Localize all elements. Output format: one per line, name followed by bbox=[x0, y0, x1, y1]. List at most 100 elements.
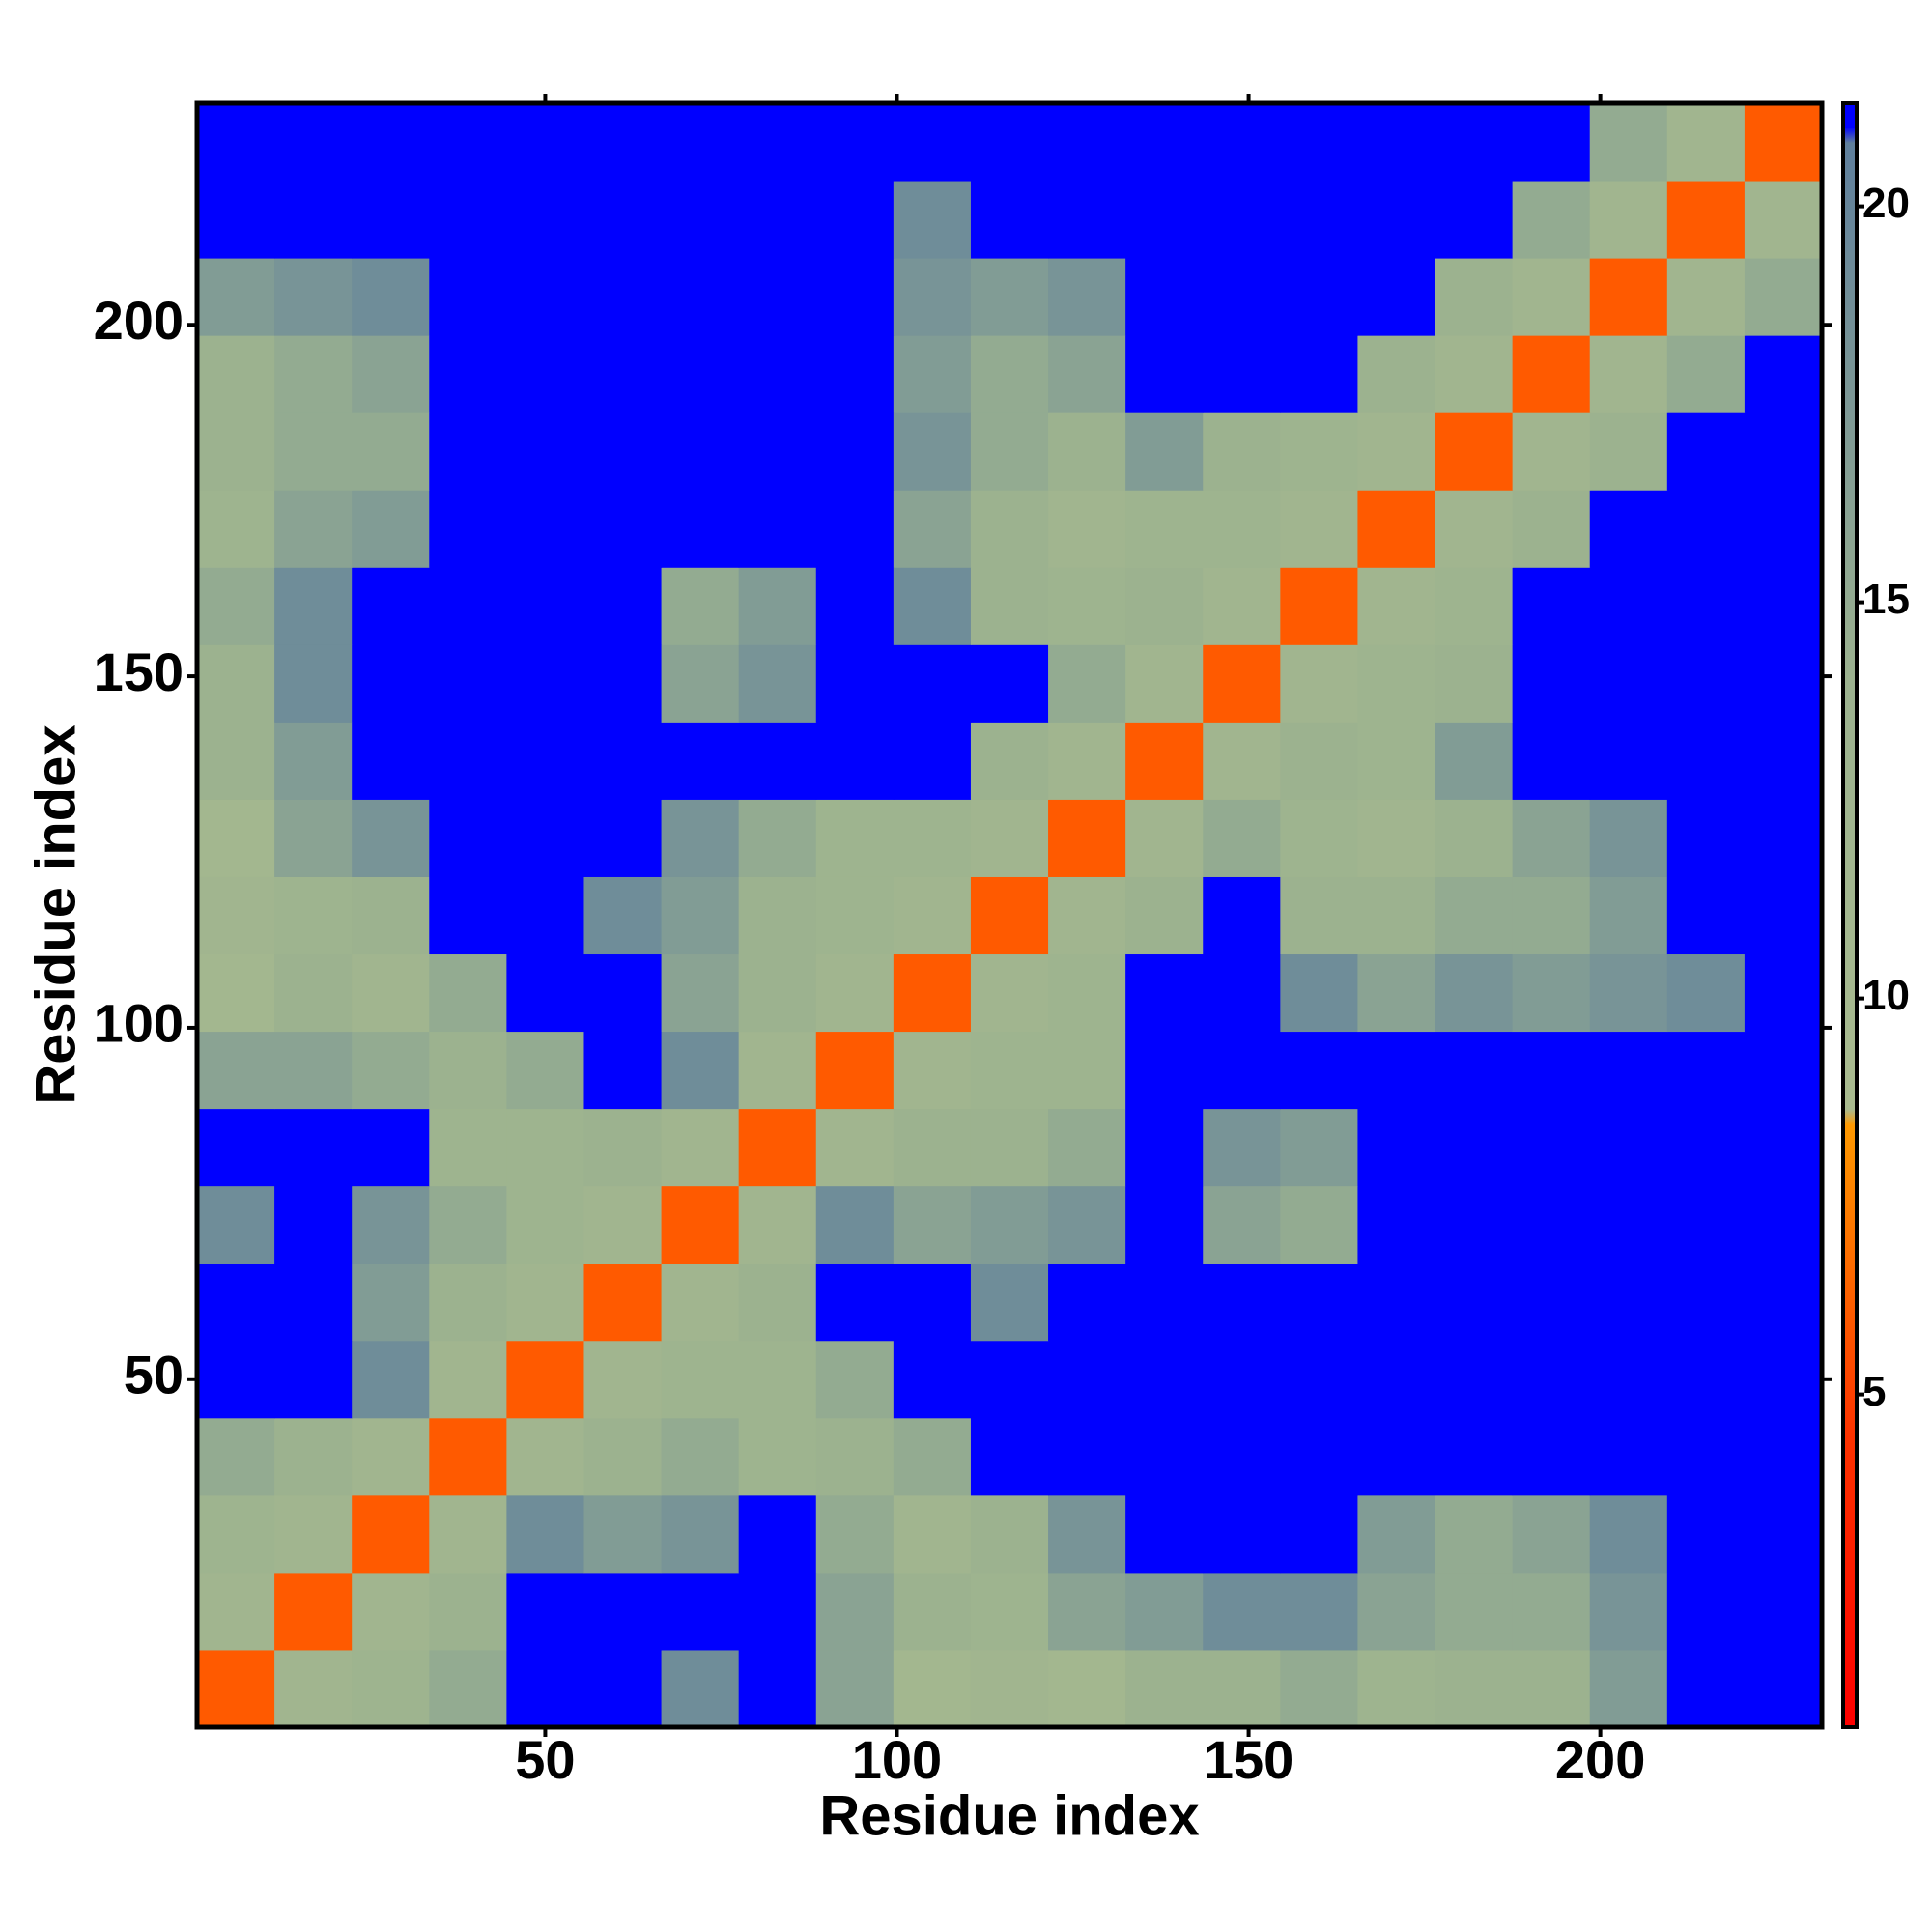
heatmap-cell bbox=[1512, 953, 1591, 1033]
colorbar bbox=[1841, 101, 1859, 1729]
heatmap-cell bbox=[1280, 1649, 1358, 1728]
heatmap-cell bbox=[970, 644, 1049, 723]
heatmap-cell bbox=[274, 722, 353, 800]
heatmap-cell bbox=[1203, 567, 1281, 645]
heatmap-cell bbox=[1280, 258, 1358, 336]
heatmap-cell bbox=[429, 258, 507, 336]
heatmap-cell bbox=[274, 1572, 353, 1651]
heatmap-cell bbox=[197, 1494, 275, 1574]
heatmap-cell bbox=[970, 1417, 1049, 1496]
heatmap-cell bbox=[506, 567, 584, 645]
heatmap-cell bbox=[429, 1263, 507, 1342]
heatmap-cell bbox=[1203, 1108, 1281, 1187]
heatmap-cell bbox=[661, 722, 740, 800]
heatmap-cell bbox=[815, 644, 895, 723]
heatmap-cell bbox=[274, 1108, 353, 1187]
heatmap-cell bbox=[1357, 1649, 1436, 1728]
heatmap-cell bbox=[197, 953, 275, 1033]
heatmap-cell bbox=[1666, 490, 1746, 568]
heatmap-cell bbox=[970, 876, 1049, 955]
colorbar-tick-label: 20 bbox=[1862, 180, 1910, 227]
heatmap-cell bbox=[274, 412, 353, 491]
heatmap-cell bbox=[583, 567, 663, 645]
heatmap-cell bbox=[738, 258, 817, 336]
heatmap-cell bbox=[1435, 490, 1514, 568]
heatmap-cell bbox=[661, 799, 740, 877]
heatmap-cell bbox=[1744, 1417, 1823, 1496]
heatmap-cell bbox=[738, 567, 817, 645]
heatmap-cell bbox=[1203, 181, 1281, 259]
heatmap-cell bbox=[815, 876, 895, 955]
heatmap-cell bbox=[197, 490, 275, 568]
heatmap-cell bbox=[661, 1263, 740, 1342]
heatmap-cell bbox=[506, 258, 584, 336]
heatmap-cell bbox=[1125, 181, 1204, 259]
heatmap-cell bbox=[1589, 1340, 1668, 1419]
heatmap-cell bbox=[815, 412, 895, 491]
heatmap-cell bbox=[1048, 1263, 1126, 1342]
heatmap-cell bbox=[274, 1263, 353, 1342]
heatmap-cell bbox=[1666, 1108, 1746, 1187]
heatmap-cell bbox=[274, 1649, 353, 1728]
heatmap-cell bbox=[1048, 103, 1126, 182]
heatmap-cell bbox=[1357, 1185, 1436, 1264]
heatmap-cell bbox=[506, 799, 584, 877]
heatmap-cell bbox=[738, 799, 817, 877]
heatmap-cell bbox=[352, 1263, 430, 1342]
heatmap-cell bbox=[815, 1572, 895, 1651]
heatmap-cell bbox=[893, 412, 972, 491]
heatmap-cell bbox=[506, 1108, 584, 1187]
heatmap-cell bbox=[506, 103, 584, 182]
heatmap-cell bbox=[1512, 644, 1591, 723]
heatmap-cell bbox=[1589, 1108, 1668, 1187]
y-tick-label: 200 bbox=[94, 290, 184, 351]
heatmap-cell bbox=[970, 1108, 1049, 1187]
heatmap-cell bbox=[1435, 1340, 1514, 1419]
heatmap-cell bbox=[1125, 644, 1204, 723]
heatmap-cell bbox=[1744, 258, 1823, 336]
heatmap-cell bbox=[1357, 1572, 1436, 1651]
heatmap-cell bbox=[1125, 1108, 1204, 1187]
heatmap-cell bbox=[1512, 1108, 1591, 1187]
heatmap-cell bbox=[1512, 412, 1591, 491]
heatmap-cell bbox=[1203, 1031, 1281, 1110]
heatmap-cell bbox=[429, 335, 507, 413]
heatmap-cell bbox=[352, 1108, 430, 1187]
heatmap-cell bbox=[1048, 1417, 1126, 1496]
heatmap-cell bbox=[893, 722, 972, 800]
heatmap-cell bbox=[197, 1185, 275, 1264]
heatmap-cell bbox=[1435, 1108, 1514, 1187]
heatmap-cell bbox=[197, 103, 275, 182]
heatmap-cell bbox=[274, 1417, 353, 1496]
heatmap-cell bbox=[815, 1185, 895, 1264]
heatmap-cell bbox=[1048, 1340, 1126, 1419]
heatmap-cell bbox=[1744, 1031, 1823, 1110]
heatmap-cell bbox=[429, 1031, 507, 1110]
heatmap-cell bbox=[661, 103, 740, 182]
heatmap-cell bbox=[893, 335, 972, 413]
heatmap-cell bbox=[1512, 1185, 1591, 1264]
heatmap-cell bbox=[893, 1649, 972, 1728]
heatmap-cell bbox=[970, 1572, 1049, 1651]
heatmap-cell bbox=[893, 876, 972, 955]
heatmap-cell bbox=[1435, 722, 1514, 800]
heatmap-cell bbox=[1666, 1031, 1746, 1110]
heatmap-cell bbox=[1744, 567, 1823, 645]
heatmap-cell bbox=[352, 567, 430, 645]
heatmap-cell bbox=[506, 1494, 584, 1574]
heatmap-cell bbox=[970, 258, 1049, 336]
heatmap-cell bbox=[1203, 103, 1281, 182]
heatmap-cell bbox=[661, 258, 740, 336]
heatmap-cell bbox=[1589, 258, 1668, 336]
heatmap-cell bbox=[274, 1031, 353, 1110]
heatmap-cell bbox=[1125, 953, 1204, 1033]
heatmap-cell bbox=[583, 412, 663, 491]
heatmap-cell bbox=[1203, 1340, 1281, 1419]
heatmap-cell bbox=[1435, 258, 1514, 336]
heatmap-cell bbox=[1125, 1185, 1204, 1264]
heatmap-cell bbox=[1435, 799, 1514, 877]
heatmap-cell bbox=[1512, 567, 1591, 645]
heatmap-cell bbox=[1589, 412, 1668, 491]
heatmap-cell bbox=[1048, 490, 1126, 568]
